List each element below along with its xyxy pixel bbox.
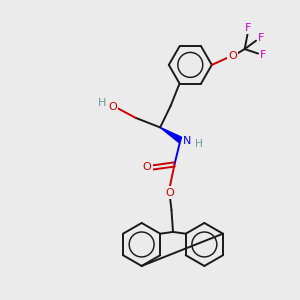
Text: O: O — [142, 162, 152, 172]
Text: F: F — [260, 50, 267, 60]
Text: F: F — [244, 22, 251, 33]
Text: O: O — [108, 102, 117, 112]
Text: N: N — [183, 136, 191, 146]
Polygon shape — [160, 128, 182, 142]
Text: H: H — [98, 98, 106, 108]
Text: O: O — [228, 51, 237, 61]
Text: O: O — [166, 188, 174, 197]
Text: F: F — [258, 33, 265, 43]
Text: H: H — [195, 139, 203, 148]
